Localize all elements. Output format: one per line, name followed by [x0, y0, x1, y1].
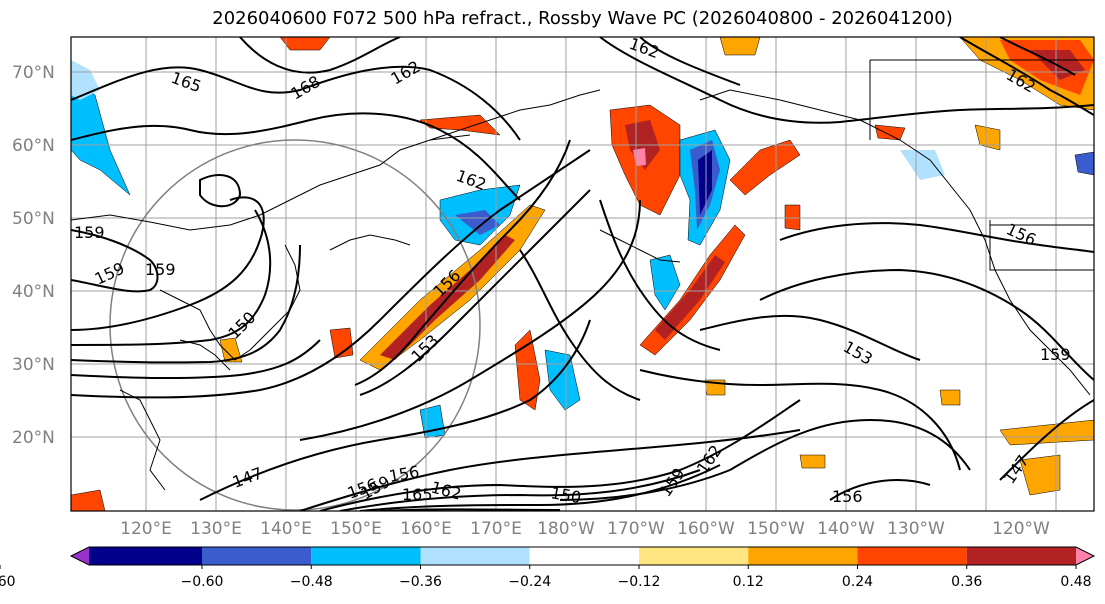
contour-label: 159: [74, 223, 105, 242]
colorbar-tick-label: 0.36: [951, 574, 982, 590]
colorbar-cell: [639, 547, 749, 565]
lon-label: 140°W: [817, 519, 875, 539]
contour-label: 165: [402, 485, 433, 504]
colorbar-cell: [89, 547, 202, 565]
colorbar-max-extend: [1076, 547, 1094, 565]
colorbar: −0.60 −0.48 −0.36 −0.24 −0.12 0.12 0.24 0.36 0.4…: [0, 546, 1096, 590]
lon-label: 160°E: [400, 519, 452, 539]
lat-label-50n: 50°N: [12, 209, 55, 229]
longitude-labels: 120°E 130°E 140°E 150°E 160°E 170°E 180°…: [120, 519, 1050, 539]
lat-label-70n: 70°N: [12, 63, 55, 83]
contour-label: 159: [1040, 345, 1071, 364]
lon-label: 130°W: [887, 519, 945, 539]
lon-label: 130°E: [190, 519, 242, 539]
colorbar-min-extend: [71, 547, 89, 565]
colorbar-cell: [857, 547, 967, 565]
lon-label: 170°E: [470, 519, 522, 539]
colorbar-tick-label: −0.12: [618, 574, 661, 590]
colorbar-tick-label: 0.60: [0, 574, 16, 590]
colorbar-cell: [420, 547, 530, 565]
coastlines: [71, 59, 1094, 491]
lon-label: 180°W: [537, 519, 595, 539]
colorbar-tick-label: −0.36: [399, 574, 442, 590]
reference-circle: [109, 139, 481, 511]
lon-label: 120°E: [120, 519, 172, 539]
map-border: [70, 36, 1095, 512]
lon-label: 150°E: [330, 519, 382, 539]
map-title: 2026040600 F072 500 hPa refract., Rossby…: [212, 8, 953, 29]
colorbar-cell: [966, 547, 1076, 565]
colorbar-cell: [529, 547, 639, 565]
lon-label: 170°W: [607, 519, 665, 539]
lat-label-40n: 40°N: [12, 282, 55, 302]
colorbar-tick-label: 0.24: [842, 574, 873, 590]
latitude-labels: 70°N 60°N 50°N 40°N 30°N 20°N: [12, 63, 55, 448]
contour-label: 156: [832, 487, 863, 506]
colorbar-cell: [202, 547, 312, 565]
colorbar-tick-label: 0.48: [1060, 574, 1091, 590]
lon-label: 140°E: [260, 519, 312, 539]
map-content: 165 168 162 162 162 159 159 159 156 153 …: [71, 37, 1094, 511]
colorbar-cell: [311, 547, 421, 565]
colorbar-tick-label: −0.60: [181, 574, 224, 590]
colorbar-outline: [69, 546, 1096, 566]
lat-label-20n: 20°N: [12, 428, 55, 448]
lon-label: 150°W: [747, 519, 805, 539]
contour-label: 159: [145, 260, 176, 279]
height-contours: [71, 37, 1094, 511]
colorbar-tick-label: −0.24: [508, 574, 551, 590]
colorbar-cell: [748, 547, 858, 565]
lon-label: 160°W: [677, 519, 735, 539]
lat-label-60n: 60°N: [12, 136, 55, 156]
lat-label-30n: 30°N: [12, 355, 55, 375]
colorbar-tick-label: 0.12: [733, 574, 764, 590]
lon-label: 120°W: [992, 519, 1050, 539]
colorbar-tick-label: −0.48: [290, 574, 333, 590]
